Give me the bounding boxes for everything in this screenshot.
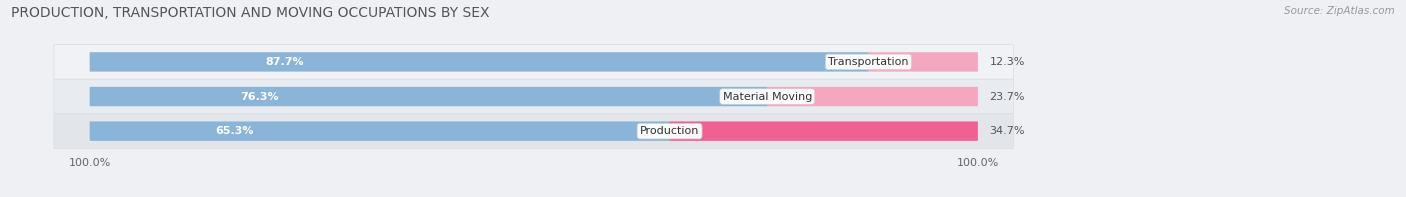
Text: Production: Production [640, 126, 699, 136]
Text: 87.7%: 87.7% [266, 57, 304, 67]
FancyBboxPatch shape [90, 52, 869, 72]
Text: 23.7%: 23.7% [990, 92, 1025, 101]
FancyBboxPatch shape [53, 45, 1014, 79]
FancyBboxPatch shape [53, 79, 1014, 114]
Text: 76.3%: 76.3% [240, 92, 278, 101]
FancyBboxPatch shape [90, 122, 669, 141]
FancyBboxPatch shape [53, 114, 1014, 149]
Text: Transportation: Transportation [828, 57, 908, 67]
FancyBboxPatch shape [669, 122, 979, 141]
FancyBboxPatch shape [90, 87, 768, 106]
Text: 65.3%: 65.3% [215, 126, 254, 136]
Text: 12.3%: 12.3% [990, 57, 1025, 67]
Text: 34.7%: 34.7% [990, 126, 1025, 136]
Text: PRODUCTION, TRANSPORTATION AND MOVING OCCUPATIONS BY SEX: PRODUCTION, TRANSPORTATION AND MOVING OC… [11, 6, 489, 20]
FancyBboxPatch shape [869, 52, 979, 72]
Text: Source: ZipAtlas.com: Source: ZipAtlas.com [1284, 6, 1395, 16]
FancyBboxPatch shape [768, 87, 979, 106]
Text: Material Moving: Material Moving [723, 92, 811, 101]
